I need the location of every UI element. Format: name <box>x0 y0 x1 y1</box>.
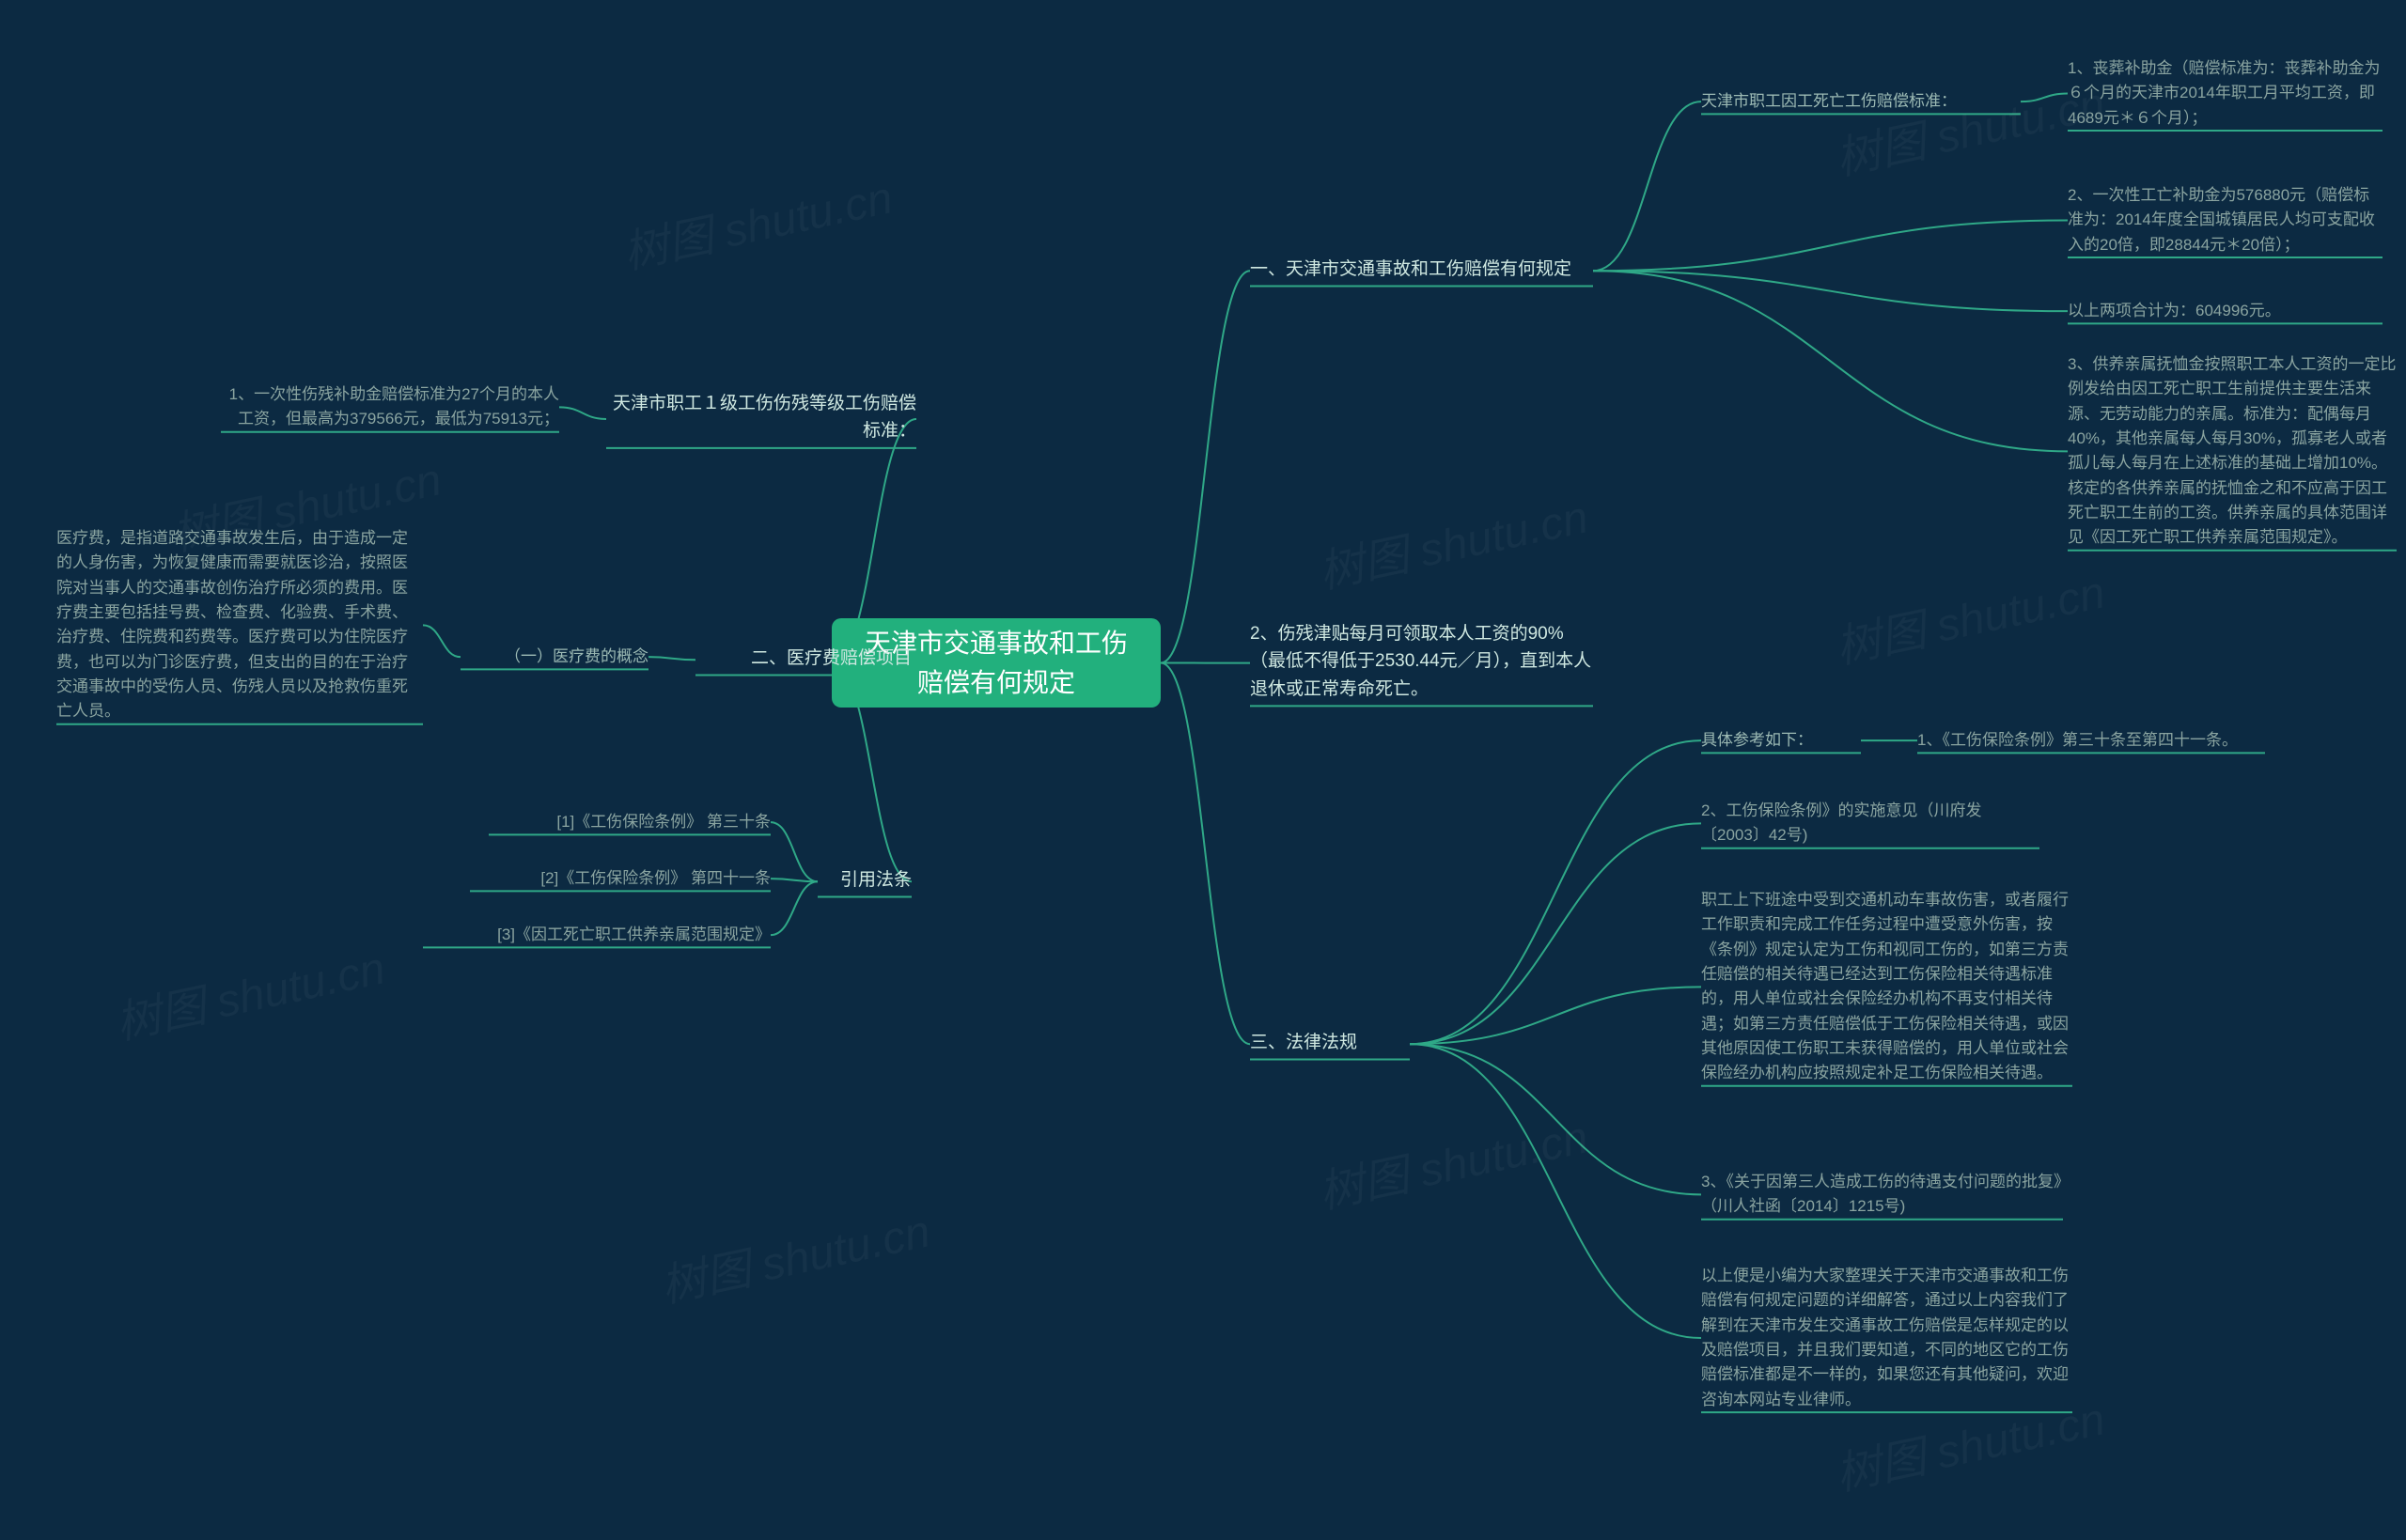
node-l2-1[interactable]: （一）医疗费的概念 <box>461 645 648 669</box>
node-r3[interactable]: 三、法律法规 <box>1250 1029 1410 1059</box>
node-l3-1[interactable]: [1]《工伤保险条例》 第三十条 <box>489 810 771 834</box>
node-r3-1[interactable]: 具体参考如下： <box>1701 728 1861 753</box>
node-r1-3[interactable]: 以上两项合计为：604996元。 <box>2068 299 2383 323</box>
node-l3[interactable]: 引用法条 <box>818 866 912 896</box>
node-r2[interactable]: 2、伤残津贴每月可领取本人工资的90%（最低不得低于2530.44元／月），直到… <box>1250 620 1593 706</box>
node-r3-2[interactable]: 2、工伤保险条例》的实施意见（川府发〔2003〕42号) <box>1701 799 2039 848</box>
node-r3-3[interactable]: 职工上下班途中受到交通机动车事故伤害，或者履行工作职责和完成工作任务过程中遭受意… <box>1701 888 2072 1086</box>
node-r1[interactable]: 一、天津市交通事故和工伤赔偿有何规定 <box>1250 256 1593 286</box>
node-r1-1-1[interactable]: 1、丧葬补助金（赔偿标准为：丧葬补助金为６个月的天津市2014年职工月平均工资，… <box>2068 56 2383 131</box>
node-r1-1[interactable]: 天津市职工因工死亡工伤赔偿标准： <box>1701 89 2021 114</box>
node-r3-1-1[interactable]: 1、《工伤保险条例》第三十条至第四十一条。 <box>1917 728 2265 753</box>
watermark: 树图 shutu.cn <box>1312 480 1593 601</box>
node-l3-2[interactable]: [2]《工伤保险条例》 第四十一条 <box>470 866 771 891</box>
node-r3-4[interactable]: 3、《关于因第三人造成工伤的待遇支付问题的批复》（川人社函〔2014〕1215号… <box>1701 1170 2063 1220</box>
watermark: 树图 shutu.cn <box>654 1194 935 1315</box>
watermark: 树图 shutu.cn <box>109 931 390 1052</box>
node-l2-1-1[interactable]: 医疗费，是指道路交通事故发生后，由于造成一定的人身伤害，为恢复健康而需要就医诊治… <box>56 526 423 724</box>
node-l3-3[interactable]: [3]《因工死亡职工供养亲属范围规定》 <box>423 923 771 947</box>
node-r3-5[interactable]: 以上便是小编为大家整理关于天津市交通事故和工伤赔偿有何规定问题的详细解答，通过以… <box>1701 1264 2072 1412</box>
watermark: 树图 shutu.cn <box>617 161 898 282</box>
node-r1-4[interactable]: 3、供养亲属抚恤金按照职工本人工资的一定比例发给由因工死亡职工生前提供主要生活来… <box>2068 352 2397 551</box>
watermark: 树图 shutu.cn <box>1312 1100 1593 1221</box>
watermark: 树图 shutu.cn <box>1829 555 2110 677</box>
node-r1-2[interactable]: 2、一次性工亡补助金为576880元（赔偿标准为：2014年度全国城镇居民人均可… <box>2068 183 2383 257</box>
node-l1[interactable]: 天津市职工１级工伤伤残等级工伤赔偿标准： <box>606 390 916 448</box>
mindmap-stage: 树图 shutu.cn 树图 shutu.cn 树图 shutu.cn 树图 s… <box>0 0 2406 1540</box>
node-l1-1[interactable]: 1、一次性伤残补助金赔偿标准为27个月的本人工资，但最高为379566元，最低为… <box>221 382 559 432</box>
node-l2[interactable]: 二、医疗费赔偿项目 <box>695 645 912 675</box>
